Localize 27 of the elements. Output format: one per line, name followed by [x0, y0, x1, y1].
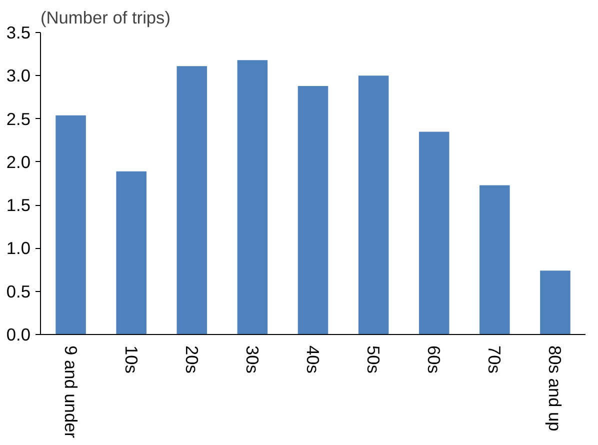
- x-tick-label: 30s: [242, 346, 262, 374]
- bar: [116, 171, 146, 334]
- x-tick-label: 80s and up: [545, 346, 566, 432]
- bar: [237, 60, 268, 334]
- bar: [480, 185, 510, 334]
- y-tick-label: 3.5: [6, 22, 31, 42]
- bar: [176, 66, 208, 334]
- x-tick-label: 10s: [121, 346, 142, 374]
- x-tick-label: 9 and under: [60, 346, 81, 438]
- bar: [358, 76, 389, 334]
- x-tick-label: 70s: [484, 346, 505, 374]
- bar: [56, 115, 86, 334]
- y-tick-label: 0.5: [6, 281, 31, 302]
- bar: [418, 132, 450, 334]
- y-tick-label: 2.5: [6, 108, 31, 129]
- y-tick-label: 1.0: [6, 238, 31, 258]
- y-tick-label: 3.0: [6, 66, 31, 86]
- y-axis-title: (Number of trips): [40, 8, 170, 28]
- x-tick-label: 20s: [182, 346, 202, 374]
- y-tick-label: 0.0: [6, 324, 31, 344]
- bar: [298, 86, 328, 334]
- bar: [540, 270, 570, 334]
- y-tick-label: 1.5: [6, 195, 31, 216]
- y-tick-label: 2.0: [6, 152, 31, 172]
- x-tick-label: 40s: [303, 346, 323, 374]
- x-tick-label: 50s: [364, 346, 384, 374]
- x-tick-label: 60s: [424, 346, 444, 374]
